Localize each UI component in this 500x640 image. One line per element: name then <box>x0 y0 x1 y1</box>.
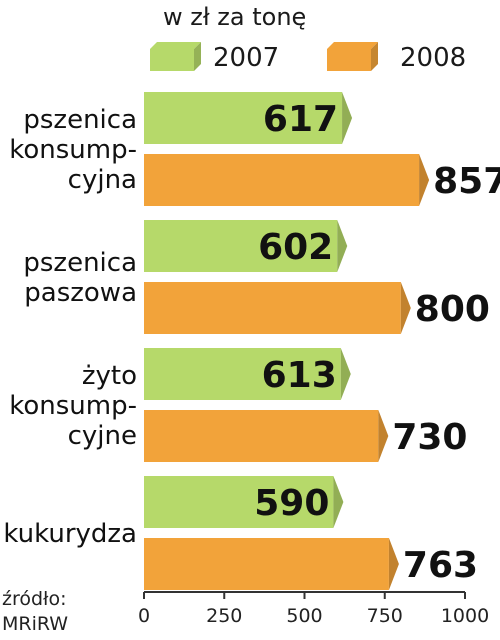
category-label-line: kukurydza <box>3 519 137 549</box>
category-label-line: pszenica <box>23 105 137 135</box>
value-label: 613 <box>262 355 337 396</box>
value-label: 800 <box>415 289 490 330</box>
source-note: źródło: MRiRW <box>2 588 68 635</box>
x-tick-label: 0 <box>138 605 150 627</box>
source-line-2: MRiRW <box>2 613 68 635</box>
x-tick-label: 1000 <box>441 605 489 627</box>
category-label-line: cyjna <box>68 165 137 195</box>
legend-label-2008: 2008 <box>400 43 466 73</box>
category-label-line: pszenica <box>23 248 137 278</box>
legend-swatch-2007 <box>150 42 201 71</box>
bar-2007 <box>144 476 344 528</box>
legend: 2007 2008 <box>150 42 466 73</box>
legend-swatch-2008 <box>327 42 378 71</box>
category-label-line: cyjne <box>68 421 137 451</box>
bar-2007 <box>144 348 351 400</box>
legend-item-2008: 2008 <box>327 42 466 73</box>
category-label: kukurydza <box>3 519 137 549</box>
legend-item-2007: 2007 <box>150 42 279 73</box>
bars <box>144 92 430 590</box>
value-labels: 617 857 602 800 613 730 590 763 <box>254 99 500 586</box>
category-label-line: konsump- <box>9 135 137 165</box>
category-label: żyto konsump-cyjne <box>9 361 137 451</box>
value-label: 590 <box>254 483 329 524</box>
value-label: 730 <box>392 417 467 458</box>
x-tick-label: 500 <box>286 605 322 627</box>
category-label-line: konsump- <box>9 391 137 421</box>
source-line-1: źródło: <box>2 588 66 610</box>
value-label: 617 <box>263 99 338 140</box>
value-label: 763 <box>403 545 478 586</box>
bar-2008 <box>144 282 411 334</box>
value-label: 857 <box>433 161 500 202</box>
x-axis: 0 250 500 750 1000 <box>138 591 489 627</box>
bar-2007 <box>144 220 348 272</box>
category-label-line: żyto <box>82 361 137 391</box>
bar-2008 <box>144 154 430 206</box>
bar-2007 <box>144 92 353 144</box>
category-label-line: paszowa <box>24 278 137 308</box>
bar-2008 <box>144 538 399 590</box>
bar-2008 <box>144 410 389 462</box>
x-tick-label: 750 <box>367 605 403 627</box>
category-label: pszenica konsump-cyjna <box>9 105 137 195</box>
category-label: pszenica paszowa <box>23 248 137 308</box>
value-label: 602 <box>258 227 333 268</box>
x-tick-label: 250 <box>206 605 242 627</box>
legend-label-2007: 2007 <box>213 43 279 73</box>
unit-label: w zł za tonę <box>163 3 306 31</box>
